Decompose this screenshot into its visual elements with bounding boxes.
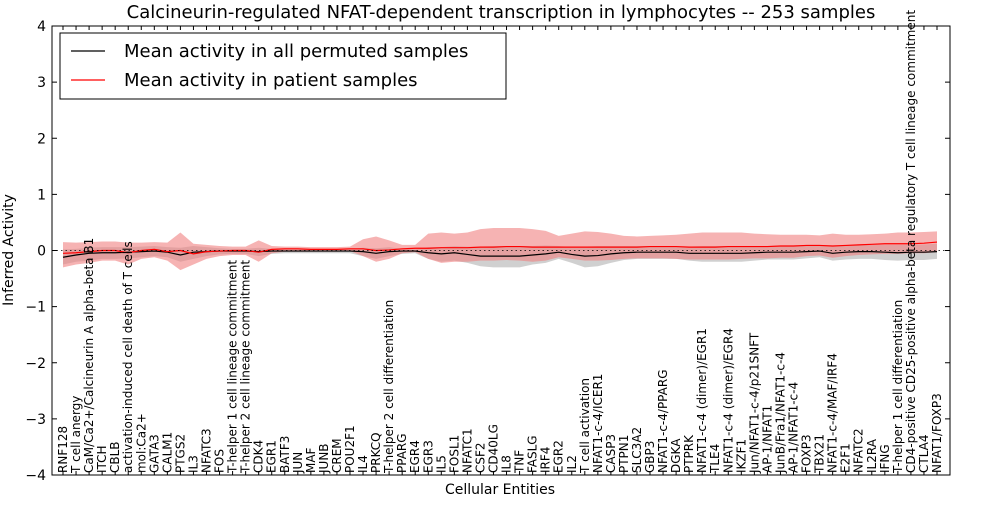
xtick-label: FASLG xyxy=(526,435,540,473)
xtick-label: IL4 xyxy=(356,455,370,473)
xtick-label: CD40LG xyxy=(486,424,500,473)
xtick-label: TNF xyxy=(513,450,527,474)
xtick-label: E2F1 xyxy=(839,443,853,473)
ytick-label: 3 xyxy=(37,75,46,91)
xtick-label: CASP3 xyxy=(604,434,618,473)
y-axis-label: Inferred Activity xyxy=(1,194,17,306)
xtick-label: T-helper 1 cell differentiation xyxy=(891,300,905,474)
xtick-label: EGR4 xyxy=(408,440,422,473)
xtick-label: CDK4 xyxy=(252,440,266,473)
xtick-label: IFNG xyxy=(878,444,892,473)
xtick-label: NFAT1-c-4/MAF/IRF4 xyxy=(826,353,840,473)
xtick-label: PTGS2 xyxy=(173,434,187,473)
xtick-label: FOS xyxy=(213,449,227,473)
xtick-label: NFAT1-c-4/PPARG xyxy=(656,369,670,473)
xtick-label: activation-induced cell death of T cells xyxy=(121,241,135,473)
xtick-label: GATA3 xyxy=(147,434,161,473)
xtick-label: POU2F1 xyxy=(343,425,357,473)
xtick-label: IL8 xyxy=(500,455,514,473)
xtick-label: NFAT1-c-4 (dimer)/EGR4 xyxy=(721,328,735,473)
xtick-label: T-helper 1 cell lineage commitment xyxy=(226,260,240,474)
xtick-label: PTPRK xyxy=(682,434,696,473)
xtick-label: NFAT1-c-4 (dimer)/EGR1 xyxy=(695,328,709,473)
xtick-label: PRKCQ xyxy=(369,432,383,473)
xtick-label: JUN xyxy=(291,452,305,474)
legend-frame xyxy=(59,32,507,100)
xtick-label: JunB/Fra1/NFAT1-c-4 xyxy=(773,352,787,474)
xtick-label: NFATC3 xyxy=(199,428,213,473)
xtick-label: AP-1/NFAT1-c-4 xyxy=(787,382,801,473)
series-lines xyxy=(62,241,938,258)
xtick-label: Jun/NFAT1-c-4/p21SNFT xyxy=(747,332,761,474)
xtick-label: MAF xyxy=(304,447,318,473)
xtick-label: NFAT1-c-4/ICER1 xyxy=(591,374,605,473)
xtick-label: AP-1/NFAT1 xyxy=(760,405,774,473)
xtick-label: IKZF1 xyxy=(734,439,748,473)
xtick-label: CaM/Ca2+/Calcineurin A alpha-beta B1 xyxy=(82,238,96,473)
xtick-label: mol:Ca2+ xyxy=(134,413,148,473)
xtick-label: CSF2 xyxy=(473,442,487,473)
xtick-label: SLC3A2 xyxy=(630,427,644,473)
legend-label-permuted: Mean activity in all permuted samples xyxy=(124,41,468,62)
xtick-label: IL3 xyxy=(186,455,200,473)
xtick-label: FOXP3 xyxy=(800,434,814,473)
xtick-label: T-helper 2 cell lineage commitment xyxy=(239,260,253,474)
ytick-label: −2 xyxy=(25,356,46,372)
xtick-label: T-helper 2 cell differentiation xyxy=(382,300,396,474)
xtick-label: IL2RA xyxy=(865,438,879,473)
xtick-label: ITCH xyxy=(95,445,109,473)
xtick-label: DGKA xyxy=(669,438,683,473)
ytick-label: 4 xyxy=(37,19,46,35)
xtick-label: EGR2 xyxy=(552,440,566,473)
xtick-label: FOSL1 xyxy=(447,435,461,473)
x-axis-label: Cellular Entities xyxy=(445,482,555,498)
xtick-label: BATF3 xyxy=(278,436,292,473)
series-line-patient xyxy=(62,241,938,255)
xtick-label: NFATC2 xyxy=(852,428,866,473)
xtick-label: RNF128 xyxy=(56,426,70,473)
xtick-label: PTPN1 xyxy=(617,435,631,473)
legend: Mean activity in all permuted samples Me… xyxy=(59,32,507,100)
xtick-label: CD4-positive CD25-positive alpha-beta re… xyxy=(904,10,918,473)
ytick-label: 2 xyxy=(37,131,46,147)
xtick-label: EGR1 xyxy=(265,440,279,473)
confidence-bands xyxy=(63,228,937,271)
x-axis-ticks: RNF128 T cell anergy CaM/Ca2+/Calcineurin … xyxy=(56,10,944,475)
xtick-label: GBP3 xyxy=(643,441,657,473)
xtick-label: IRF4 xyxy=(539,447,553,473)
legend-label-patient: Mean activity in patient samples xyxy=(124,70,418,91)
ytick-label: −4 xyxy=(25,468,46,484)
xtick-label: CALM1 xyxy=(160,432,174,473)
xtick-label: IL2 xyxy=(565,455,579,473)
xtick-label: TBX21 xyxy=(813,434,827,474)
xtick-label: CREM xyxy=(330,438,344,473)
xtick-label: T cell activation xyxy=(578,378,592,474)
chart-title: Calcineurin-regulated NFAT-dependent tra… xyxy=(127,2,876,23)
y-axis-ticks: 4 3 2 1 0 −1 −2 −3 −4 xyxy=(25,19,950,484)
xtick-label: CTLA4 xyxy=(917,434,931,473)
xtick-label: JUNB xyxy=(317,443,331,474)
xtick-label: EGR3 xyxy=(421,440,435,473)
xtick-label: PPARG xyxy=(395,433,409,473)
xtick-label: TLE4 xyxy=(708,444,722,474)
ytick-label: −1 xyxy=(25,300,46,316)
ytick-label: 1 xyxy=(37,187,46,203)
xtick-label: NFAT1/FOXP3 xyxy=(930,393,944,473)
band-patient xyxy=(63,228,937,271)
ytick-label: −3 xyxy=(25,412,46,428)
xtick-label: NFATC1 xyxy=(460,428,474,473)
xtick-label: T cell anergy xyxy=(69,396,83,474)
xtick-label: CBLB xyxy=(108,441,122,473)
xtick-label: IL5 xyxy=(434,455,448,473)
ytick-label: 0 xyxy=(37,244,46,260)
